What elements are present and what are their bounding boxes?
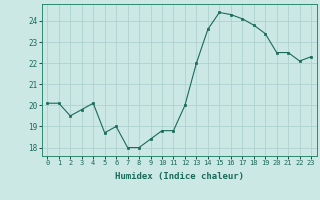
X-axis label: Humidex (Indice chaleur): Humidex (Indice chaleur): [115, 172, 244, 181]
